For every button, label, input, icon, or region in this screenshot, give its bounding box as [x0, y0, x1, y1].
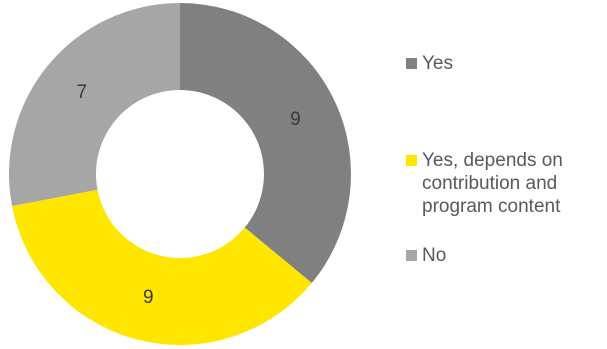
legend-swatch-yes: [406, 58, 417, 69]
legend-label-yes-depends: Yes, depends on contribution and program…: [422, 150, 563, 217]
legend-item-yes-depends: Yes, depends on contribution and program…: [406, 149, 607, 218]
legend-item-no: No: [406, 244, 607, 267]
slice-yes-depends: [12, 189, 312, 346]
legend-label-no: No: [422, 245, 447, 266]
data-label-no: 7: [76, 82, 87, 103]
legend-label-yes: Yes: [422, 53, 453, 74]
data-label-yes: 9: [290, 109, 301, 130]
slice-no: [8, 3, 180, 207]
doughnut-data-labels: 9 9 7: [76, 82, 300, 308]
legend-swatch-no: [406, 250, 417, 261]
slice-yes: [180, 3, 351, 283]
legend-item-yes: Yes: [406, 52, 607, 75]
doughnut-slices: [8, 3, 351, 346]
legend-swatch-yes-depends: [406, 155, 417, 166]
data-label-yes-depends: 9: [143, 287, 154, 308]
chart-legend: Yes Yes, depends on contribution and pro…: [406, 0, 606, 349]
